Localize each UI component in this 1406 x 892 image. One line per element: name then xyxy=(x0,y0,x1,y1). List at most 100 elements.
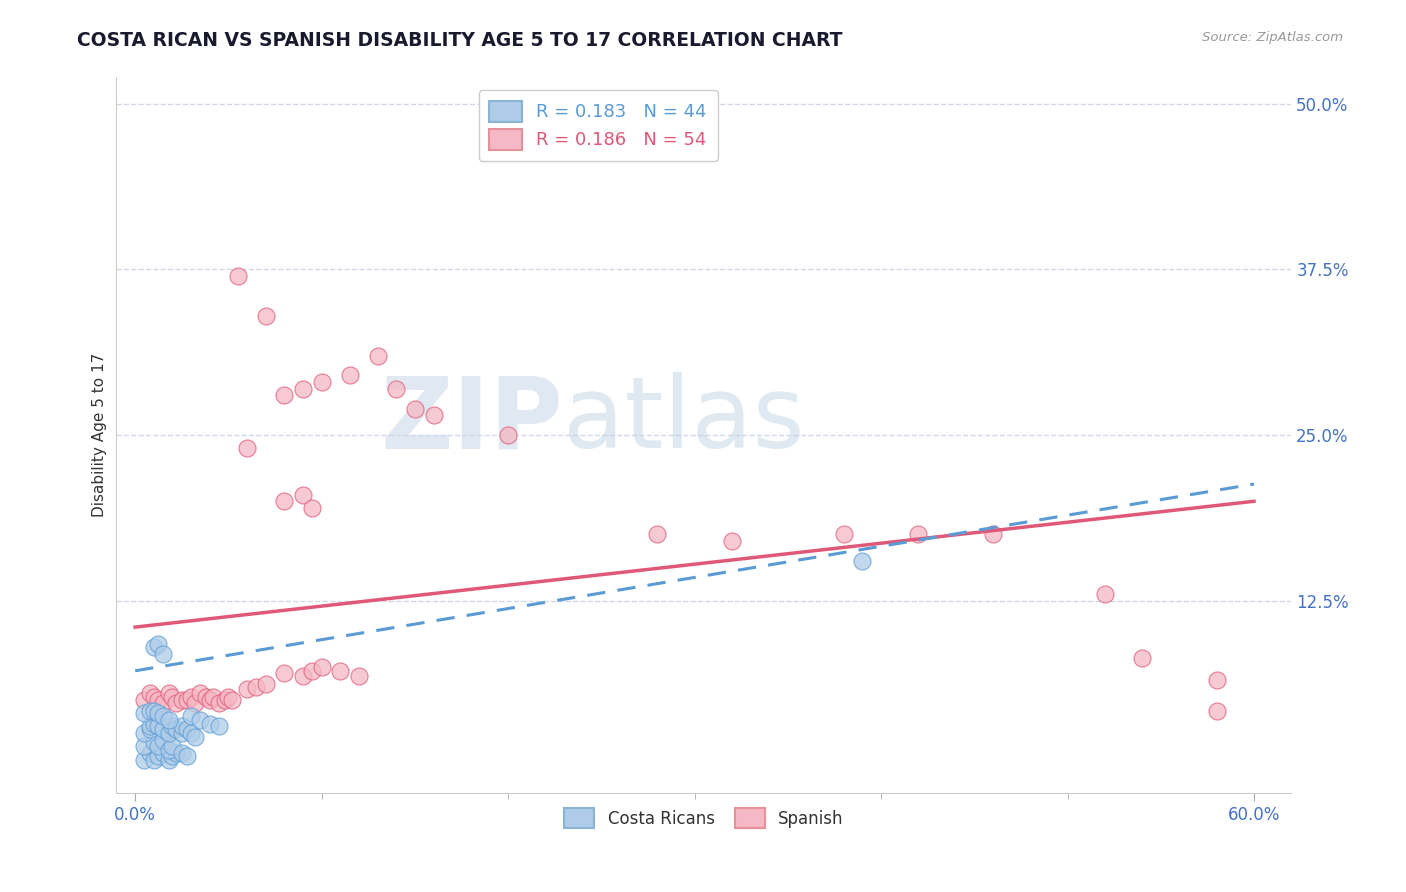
Point xyxy=(347,669,370,683)
Point xyxy=(273,494,295,508)
Point xyxy=(162,748,184,763)
Point xyxy=(146,739,169,754)
Point xyxy=(195,690,218,705)
Point xyxy=(180,726,202,740)
Point xyxy=(139,704,162,718)
Point xyxy=(236,682,259,697)
Point xyxy=(184,730,207,744)
Point xyxy=(832,527,855,541)
Point xyxy=(152,732,174,747)
Point xyxy=(422,408,444,422)
Point xyxy=(146,706,169,721)
Point xyxy=(134,693,156,707)
Point xyxy=(721,534,744,549)
Y-axis label: Disability Age 5 to 17: Disability Age 5 to 17 xyxy=(93,353,107,517)
Point xyxy=(134,739,156,754)
Point xyxy=(152,647,174,661)
Point xyxy=(301,664,323,678)
Point xyxy=(245,680,267,694)
Point xyxy=(165,746,187,760)
Point xyxy=(190,686,212,700)
Point xyxy=(176,722,198,736)
Point xyxy=(146,637,169,651)
Point xyxy=(981,527,1004,541)
Point xyxy=(142,704,165,718)
Text: COSTA RICAN VS SPANISH DISABILITY AGE 5 TO 17 CORRELATION CHART: COSTA RICAN VS SPANISH DISABILITY AGE 5 … xyxy=(77,31,842,50)
Point xyxy=(134,706,156,721)
Point xyxy=(146,719,169,733)
Point xyxy=(142,690,165,705)
Point xyxy=(180,690,202,705)
Point xyxy=(139,722,162,736)
Point xyxy=(165,722,187,736)
Point xyxy=(142,640,165,654)
Point xyxy=(1205,673,1227,687)
Text: Source: ZipAtlas.com: Source: ZipAtlas.com xyxy=(1202,31,1343,45)
Text: atlas: atlas xyxy=(562,372,804,469)
Point xyxy=(146,693,169,707)
Point xyxy=(202,690,225,705)
Point xyxy=(367,349,389,363)
Point xyxy=(1205,704,1227,718)
Point xyxy=(217,690,239,705)
Point xyxy=(134,753,156,767)
Point xyxy=(645,527,668,541)
Point xyxy=(273,666,295,681)
Point xyxy=(184,696,207,710)
Legend: Costa Ricans, Spanish: Costa Ricans, Spanish xyxy=(558,802,851,834)
Point xyxy=(208,719,231,733)
Point xyxy=(273,388,295,402)
Point xyxy=(142,753,165,767)
Point xyxy=(170,746,193,760)
Text: ZIP: ZIP xyxy=(380,372,562,469)
Point xyxy=(221,693,243,707)
Point xyxy=(214,693,236,707)
Point xyxy=(301,500,323,515)
Point xyxy=(208,696,231,710)
Point xyxy=(134,726,156,740)
Point xyxy=(157,713,180,727)
Point xyxy=(907,527,929,541)
Point xyxy=(311,375,333,389)
Point xyxy=(157,753,180,767)
Point xyxy=(170,719,193,733)
Point xyxy=(152,722,174,736)
Point xyxy=(291,669,314,683)
Point xyxy=(404,401,426,416)
Point xyxy=(226,269,249,284)
Point xyxy=(339,368,361,383)
Point xyxy=(165,696,187,710)
Point xyxy=(254,309,277,323)
Point xyxy=(198,716,221,731)
Point xyxy=(180,709,202,723)
Point xyxy=(236,442,259,456)
Point xyxy=(157,726,180,740)
Point xyxy=(254,677,277,691)
Point xyxy=(1094,587,1116,601)
Point xyxy=(851,554,873,568)
Point xyxy=(142,735,165,749)
Point xyxy=(291,382,314,396)
Point xyxy=(157,743,180,757)
Point xyxy=(139,746,162,760)
Point xyxy=(157,686,180,700)
Point xyxy=(176,693,198,707)
Point xyxy=(198,693,221,707)
Point xyxy=(170,693,193,707)
Point xyxy=(176,748,198,763)
Point xyxy=(162,690,184,705)
Point xyxy=(170,726,193,740)
Point xyxy=(146,748,169,763)
Point xyxy=(311,660,333,674)
Point xyxy=(139,686,162,700)
Point xyxy=(1130,650,1153,665)
Point xyxy=(162,719,184,733)
Point xyxy=(496,428,519,442)
Point xyxy=(162,739,184,754)
Point xyxy=(152,709,174,723)
Point xyxy=(139,719,162,733)
Point xyxy=(385,382,408,396)
Point xyxy=(142,716,165,731)
Point xyxy=(190,713,212,727)
Point xyxy=(152,746,174,760)
